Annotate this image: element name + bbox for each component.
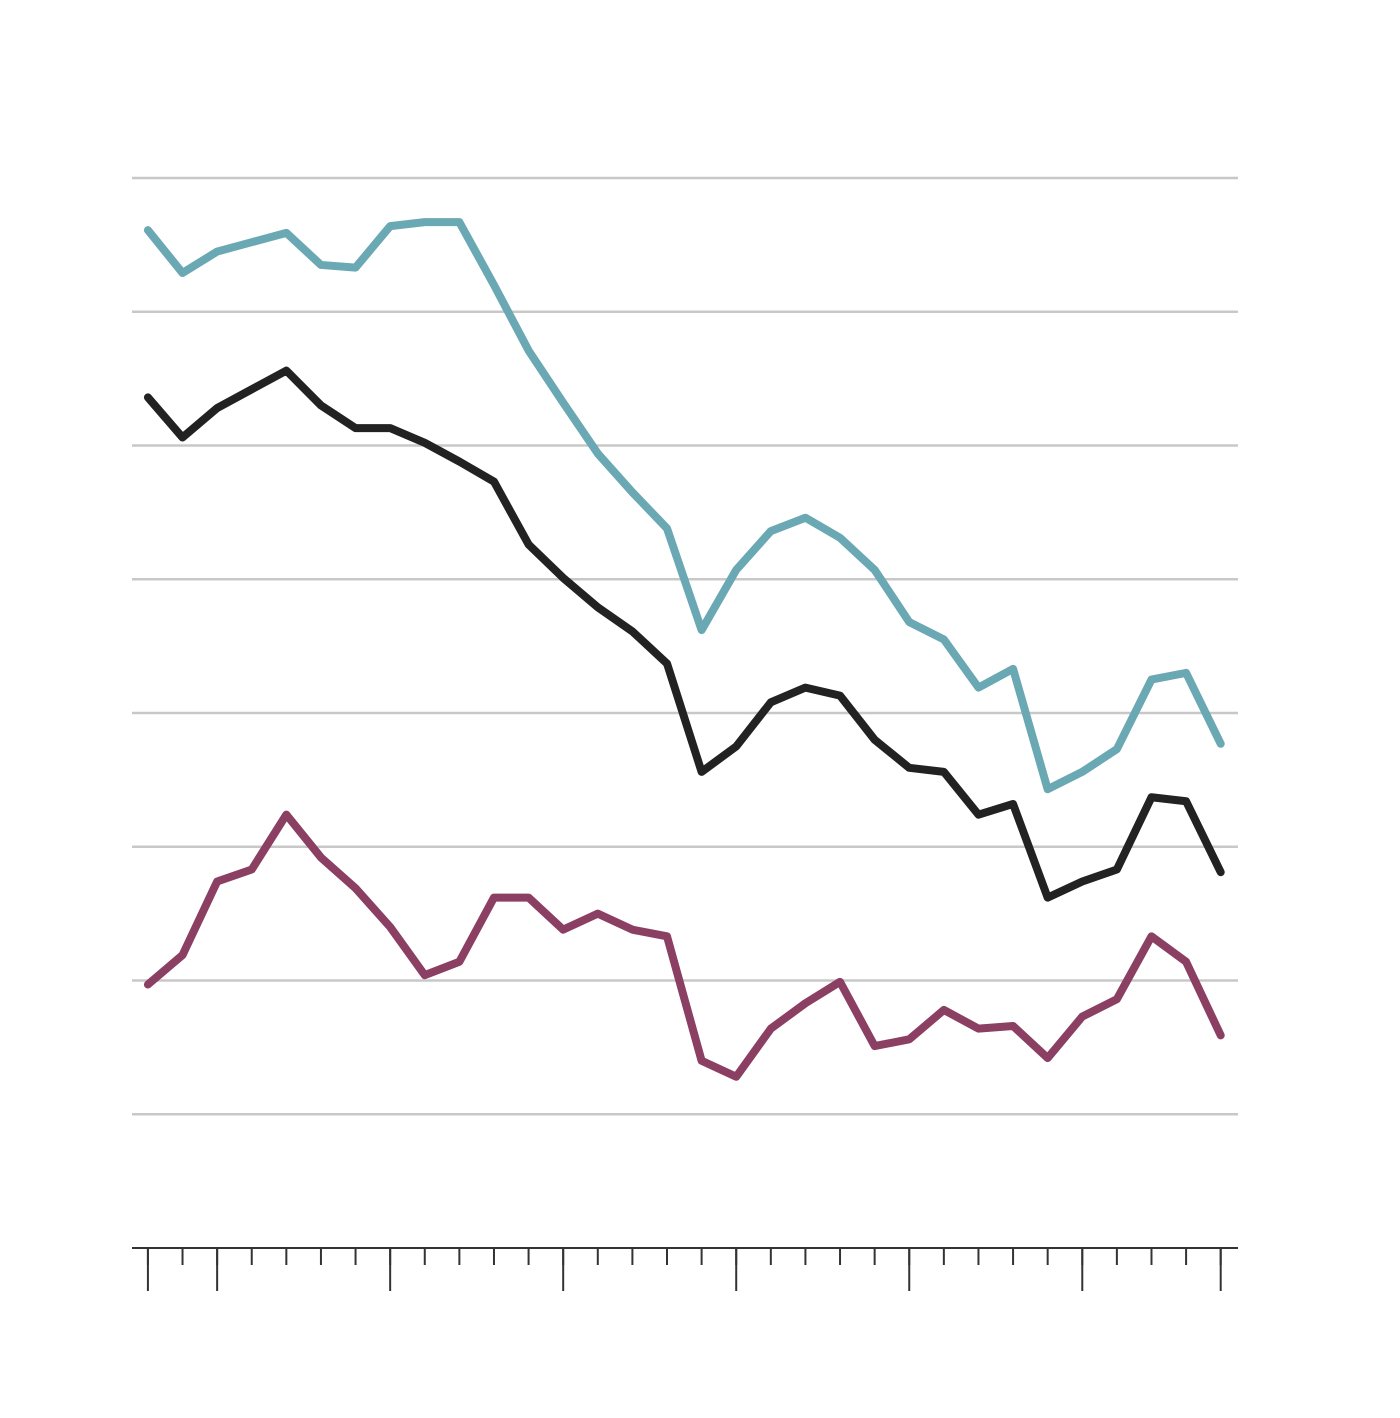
- series-line: [143, 366, 1225, 902]
- series-line: [143, 810, 1225, 1081]
- series-line: [143, 218, 1225, 794]
